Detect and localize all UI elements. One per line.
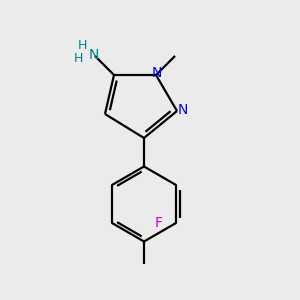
Text: N: N xyxy=(88,48,99,62)
Text: H: H xyxy=(74,52,83,65)
Text: F: F xyxy=(155,216,163,230)
Text: N: N xyxy=(152,66,162,80)
Text: N: N xyxy=(177,103,188,116)
Text: H: H xyxy=(78,39,87,52)
